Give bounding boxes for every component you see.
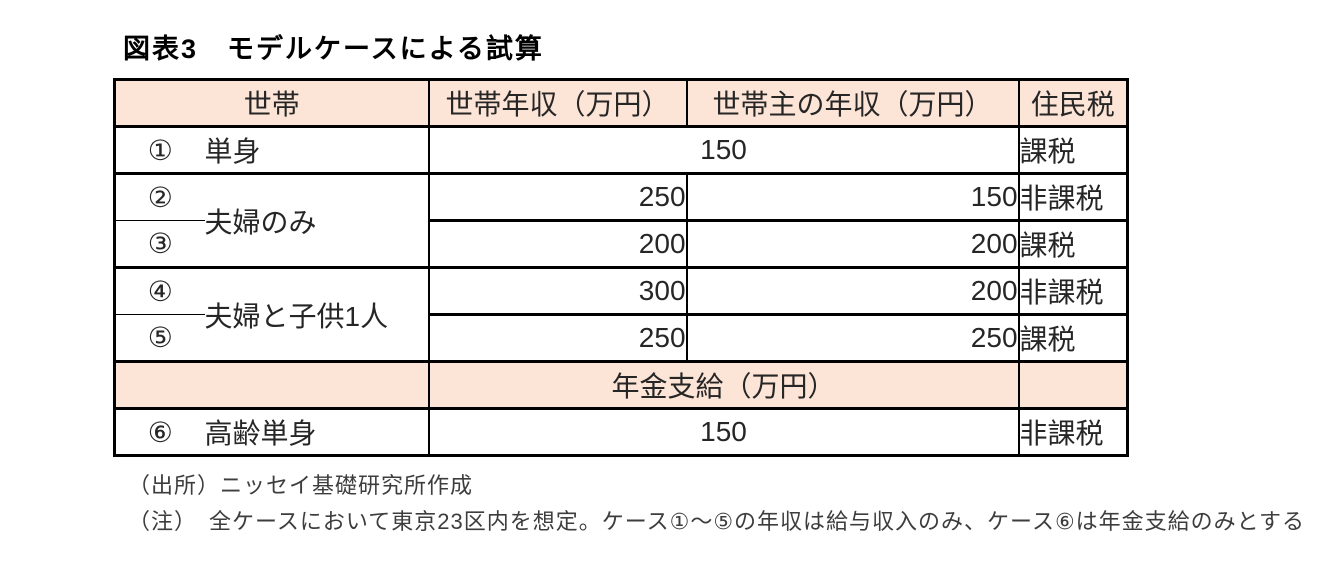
tax-status: 非課税 [1017, 173, 1128, 222]
pension-band-row: 年金支給（万円） [114, 361, 1128, 410]
case-number: ⑥ [147, 416, 173, 448]
household-income-value: 200 [427, 220, 687, 269]
household-income-value: 250 [427, 173, 687, 222]
tax-status: 課税 [1017, 314, 1128, 363]
tax-status: 課税 [1017, 220, 1128, 269]
source-note: （出所）ニッセイ基礎研究所作成 [128, 473, 474, 498]
head-income-value: 200 [685, 220, 1019, 269]
income-value-merged: 150 [427, 408, 1019, 456]
case-number: ④ [114, 267, 205, 315]
col-header-head-income: 世帯主の年収（万円） [685, 79, 1019, 128]
table-row-case6: ⑥ 高齢単身 150 非課税 [115, 408, 1128, 456]
table-header-row: 世帯 世帯年収（万円） 世帯主の年収（万円） 住民税 [114, 79, 1128, 128]
col-header-household: 世帯 [114, 79, 429, 128]
case-number: ② [114, 173, 205, 221]
head-income-value: 150 [685, 173, 1019, 222]
household-income-value: 250 [427, 314, 687, 363]
pension-section-header: 年金支給（万円） [427, 361, 1019, 410]
tax-status: 非課税 [1017, 408, 1128, 456]
model-case-table: 世帯 世帯年収（万円） 世帯主の年収（万円） 住民税 ① 単身 150 課税 ②… [113, 78, 1130, 457]
household-type: 単身 [204, 126, 429, 175]
income-value-merged: 150 [427, 126, 1019, 175]
table-row-case2: ② 夫婦のみ 250 150 非課税 [114, 173, 1128, 269]
case-number: ⑤ [114, 314, 205, 363]
col-header-household-income: 世帯年収（万円） [427, 79, 687, 128]
household-type: 夫婦のみ [204, 173, 429, 269]
figure-title: 図表3 モデルケースによる試算 [123, 34, 544, 64]
tax-status: 非課税 [1017, 267, 1128, 316]
tax-status: 課税 [1017, 126, 1128, 175]
table-row-case1: ① 単身 150 課税 [114, 126, 1128, 175]
table-row-case3: ③ 200 200 課税 [114, 220, 1128, 269]
table-row-case5: ⑤ 250 250 課税 [114, 314, 1128, 363]
case-number: ③ [114, 220, 205, 269]
case-number: ① [114, 126, 205, 175]
household-income-value: 300 [427, 267, 687, 316]
pension-spacer-left [114, 361, 429, 410]
pension-spacer-right [1017, 361, 1128, 410]
assumption-note: （注） 全ケースにおいて東京23区内を想定。ケース①～⑤の年収は給与収入のみ、ケ… [128, 509, 1306, 534]
col-header-resident-tax: 住民税 [1017, 79, 1128, 128]
household-type: 夫婦と子供1人 [204, 267, 429, 363]
head-income-value: 200 [685, 267, 1019, 316]
household-type: 高齢単身 [204, 418, 317, 449]
table-row-case4: ④ 夫婦と子供1人 300 200 非課税 [114, 267, 1128, 363]
head-income-value: 250 [685, 314, 1019, 363]
